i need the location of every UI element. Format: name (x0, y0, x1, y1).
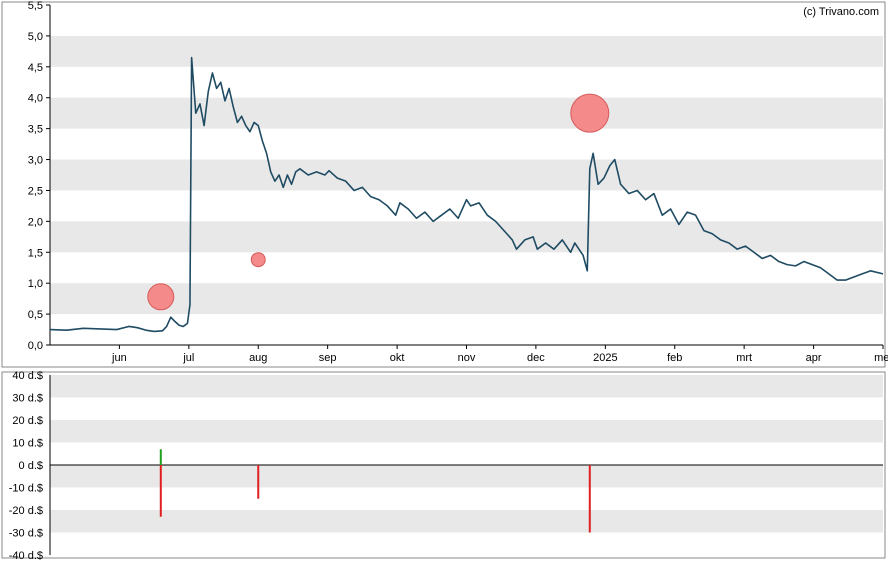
x-tick-label: 2025 (593, 352, 617, 364)
y-tick-label: 4,0 (28, 93, 43, 105)
grid-band (50, 36, 883, 67)
y-tick-label: 5,0 (28, 31, 43, 43)
y-tick-label: 40 d.$ (12, 370, 43, 382)
grid-band (50, 420, 883, 443)
y-tick-label: 3,5 (28, 124, 43, 136)
grid-band (50, 510, 883, 533)
volume-bar (160, 465, 162, 517)
y-tick-label: 2,5 (28, 185, 43, 197)
event-marker (148, 284, 174, 310)
y-tick-label: 20 d.$ (12, 415, 43, 427)
volume-bar (160, 449, 162, 465)
y-tick-label: 5,5 (28, 0, 43, 12)
x-tick-label: mrt (736, 352, 752, 364)
y-tick-label: -20 d.$ (9, 505, 43, 517)
event-marker (251, 253, 265, 267)
x-tick-label: apr (806, 352, 822, 364)
y-tick-label: -30 d.$ (9, 528, 43, 540)
event-marker (571, 94, 609, 132)
grid-band (50, 375, 883, 398)
chart-container: 0,0 0,5 1,0 1,5 2,0 2,5 3,0 3,5 4,0 4,5 5,0 5,5 jun j… (0, 0, 888, 565)
x-tick-label: aug (249, 352, 267, 364)
y-tick-label: 30 d.$ (12, 393, 43, 405)
y-tick-label: 0,0 (28, 340, 43, 352)
grid-band (50, 160, 883, 191)
y-tick-label: 4,5 (28, 62, 43, 74)
x-tick-label: jul (182, 352, 194, 364)
y-tick-label: 1,5 (28, 247, 43, 259)
grid-band (50, 283, 883, 314)
y-tick-label: 3,0 (28, 155, 43, 167)
y-tick-label: 0 d.$ (19, 460, 43, 472)
x-tick-label: jun (111, 352, 127, 364)
grid-band (50, 98, 883, 129)
grid-band (50, 221, 883, 252)
y-tick-label: -10 d.$ (9, 483, 43, 495)
y-tick-label: -40 d.$ (9, 550, 43, 562)
x-tick-label: okt (390, 352, 405, 364)
x-tick-label: mei (874, 352, 888, 364)
y-tick-label: 1,0 (28, 278, 43, 290)
y-tick-label: 2,0 (28, 216, 43, 228)
chart-svg: 0,0 0,5 1,0 1,5 2,0 2,5 3,0 3,5 4,0 4,5 5,0 5,5 jun j… (0, 0, 888, 565)
volume-bar (589, 465, 591, 533)
x-tick-label: sep (319, 352, 337, 364)
x-tick-label: feb (667, 352, 682, 364)
volume-bar (257, 465, 259, 499)
x-tick-label: dec (527, 352, 545, 364)
y-tick-label: 0,5 (28, 309, 43, 321)
x-tick-label: nov (458, 352, 476, 364)
credit-text: (c) Trivano.com (803, 6, 879, 18)
y-tick-label: 10 d.$ (12, 438, 43, 450)
grid-band (50, 465, 883, 488)
